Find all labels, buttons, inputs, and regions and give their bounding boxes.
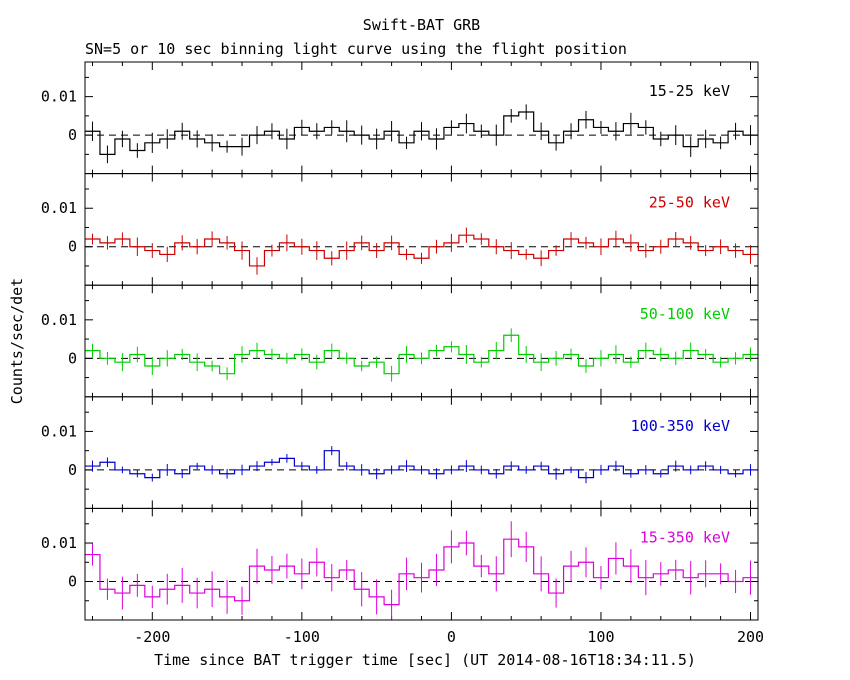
plot-subtitle: SN=5 or 10 sec binning light curve using… <box>85 40 627 58</box>
panel-border <box>84 173 759 286</box>
y-tick-label: 0.01 <box>41 422 77 440</box>
band-label: 15-25 keV <box>649 82 730 100</box>
y-tick-label: 0.01 <box>41 534 77 552</box>
band-label: 50-100 keV <box>640 305 730 323</box>
y-tick-label: 0 <box>68 461 77 479</box>
x-tick-label: 100 <box>587 628 614 646</box>
y-tick-label: 0 <box>68 238 77 256</box>
plot-title: Swift-BAT GRB <box>362 16 481 34</box>
panel-border <box>84 396 759 509</box>
y-tick-label: 0 <box>68 573 77 591</box>
y-tick-label: 0.01 <box>41 88 77 106</box>
y-tick-label: 0.01 <box>41 199 77 217</box>
x-tick-label: 0 <box>447 628 456 646</box>
x-tick-label: -100 <box>284 628 320 646</box>
series-step-15-350 keV <box>85 538 758 606</box>
y-axis-label: Counts/sec/det <box>8 277 26 405</box>
panel-border <box>84 284 759 398</box>
y-tick-label: 0 <box>68 349 77 367</box>
series-step-15-25 keV <box>85 111 758 155</box>
band-label: 100-350 keV <box>631 417 730 435</box>
panel-border <box>84 61 759 175</box>
band-label: 15-350 keV <box>640 528 730 546</box>
x-axis-label: Time since BAT trigger time [sec] (UT 20… <box>154 651 696 669</box>
panel-border <box>84 507 759 621</box>
x-tick-label: -200 <box>134 628 170 646</box>
y-tick-label: 0.01 <box>41 311 77 329</box>
x-tick-label: 200 <box>737 628 764 646</box>
band-label: 25-50 keV <box>649 194 730 212</box>
y-tick-label: 0 <box>68 126 77 144</box>
